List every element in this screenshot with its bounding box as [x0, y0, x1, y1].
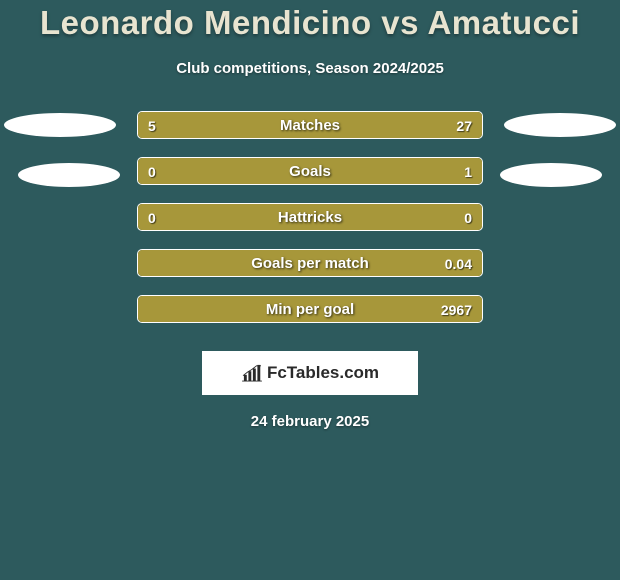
page-title: Leonardo Mendicino vs Amatucci — [0, 4, 620, 42]
logo-box: FcTables.com — [202, 351, 418, 395]
stat-bar: 0.04Goals per match — [137, 249, 483, 277]
stat-label: Hattricks — [138, 204, 482, 231]
stat-label: Matches — [138, 112, 482, 139]
stat-label: Goals — [138, 158, 482, 185]
comparison-container: Leonardo Mendicino vs Amatucci Club comp… — [0, 0, 620, 430]
stat-row: 01Goals — [0, 157, 620, 185]
player-left-ellipse — [18, 163, 120, 187]
stat-bar: 01Goals — [137, 157, 483, 185]
player-right-ellipse — [504, 113, 616, 137]
stat-row: 00Hattricks — [0, 203, 620, 231]
stat-bar: 527Matches — [137, 111, 483, 139]
stat-row: 527Matches — [0, 111, 620, 139]
logo-text: FcTables.com — [267, 363, 379, 383]
stat-row: 2967Min per goal — [0, 295, 620, 323]
player-right-ellipse — [500, 163, 602, 187]
stat-label: Min per goal — [138, 296, 482, 323]
stat-row: 0.04Goals per match — [0, 249, 620, 277]
stat-rows: 527Matches 01Goals 00Hattricks 0.04Goals pe… — [0, 111, 620, 323]
footer-date: 24 february 2025 — [0, 413, 620, 430]
stat-bar: 00Hattricks — [137, 203, 483, 231]
stat-label: Goals per match — [138, 250, 482, 277]
player-left-ellipse — [4, 113, 116, 137]
stat-bar: 2967Min per goal — [137, 295, 483, 323]
bar-chart-icon — [241, 364, 263, 382]
subtitle: Club competitions, Season 2024/2025 — [0, 60, 620, 77]
